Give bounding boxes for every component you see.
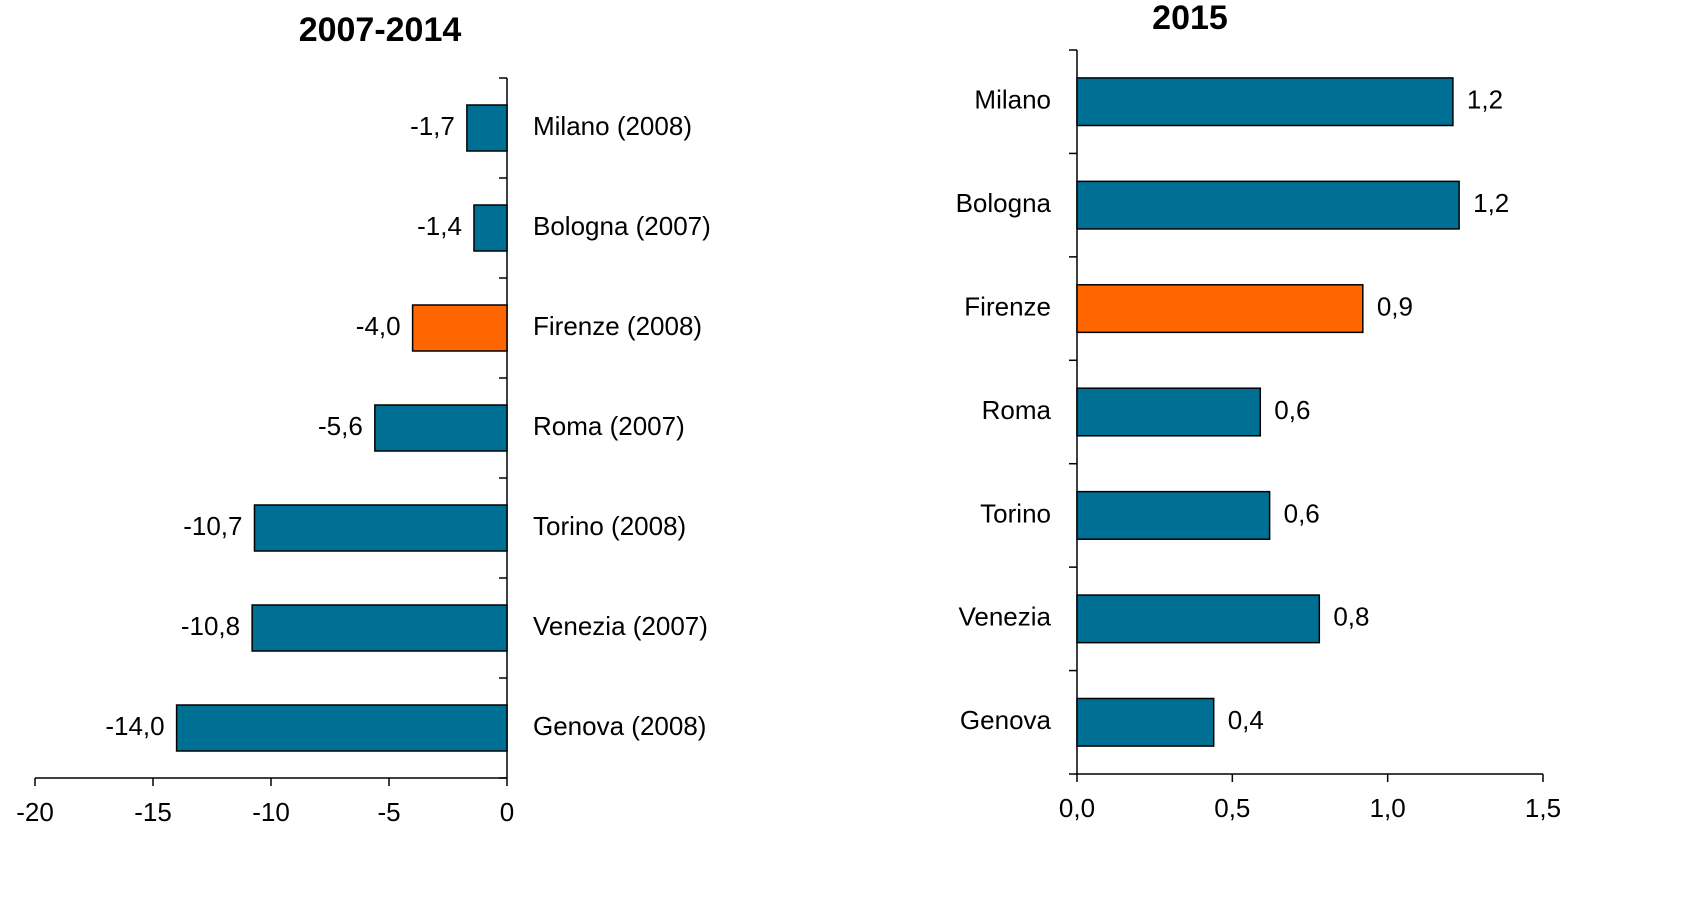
category-label: Venezia xyxy=(958,602,1051,632)
x-tick-label: 0,5 xyxy=(1214,793,1250,823)
value-label: -5,6 xyxy=(318,411,363,441)
bar xyxy=(1076,284,1364,334)
x-tick-label: 0 xyxy=(500,797,514,827)
x-tick-label: -5 xyxy=(377,797,400,827)
category-label: Bologna xyxy=(956,188,1052,218)
value-label: -1,4 xyxy=(417,211,462,241)
x-tick-label: -15 xyxy=(134,797,172,827)
category-label: Roma xyxy=(982,395,1052,425)
value-label: -14,0 xyxy=(105,711,164,741)
category-label: Torino (2008) xyxy=(533,511,686,541)
chart-title: 2015 xyxy=(1152,0,1228,37)
bar xyxy=(1076,77,1454,127)
value-label: 0,9 xyxy=(1377,291,1413,321)
value-label: 0,4 xyxy=(1228,705,1264,735)
value-label: -10,7 xyxy=(183,511,242,541)
value-label: -1,7 xyxy=(410,111,455,141)
x-tick-label: 0,0 xyxy=(1059,793,1095,823)
category-label: Genova xyxy=(960,705,1052,735)
category-label: Milano xyxy=(974,85,1051,115)
bar xyxy=(251,604,508,652)
x-tick-label: -20 xyxy=(16,797,54,827)
value-label: -4,0 xyxy=(356,311,401,341)
value-label: -10,8 xyxy=(181,611,240,641)
bar xyxy=(1076,180,1460,230)
value-label: 1,2 xyxy=(1467,85,1503,115)
category-label: Genova (2008) xyxy=(533,711,706,741)
category-label: Bologna (2007) xyxy=(533,211,711,241)
value-label: 0,6 xyxy=(1284,498,1320,528)
value-label: 0,6 xyxy=(1274,395,1310,425)
category-label: Torino xyxy=(980,498,1051,528)
bar xyxy=(473,204,508,252)
category-label: Milano (2008) xyxy=(533,111,692,141)
x-tick-label: -10 xyxy=(252,797,290,827)
bar xyxy=(175,704,508,752)
category-label: Firenze (2008) xyxy=(533,311,702,341)
x-tick-label: 1,5 xyxy=(1525,793,1561,823)
bar xyxy=(1076,594,1321,644)
chart-title: 2007-2014 xyxy=(299,11,462,49)
category-label: Venezia (2007) xyxy=(533,611,708,641)
bar xyxy=(1076,387,1262,437)
bar xyxy=(1076,697,1215,747)
bar xyxy=(253,504,508,552)
bar xyxy=(1076,490,1271,540)
bar xyxy=(374,404,508,452)
bar xyxy=(411,304,508,352)
x-tick-label: 1,0 xyxy=(1370,793,1406,823)
value-label: 0,8 xyxy=(1333,602,1369,632)
category-label: Firenze xyxy=(964,291,1051,321)
value-label: 1,2 xyxy=(1473,188,1509,218)
bar xyxy=(466,104,508,152)
category-label: Roma (2007) xyxy=(533,411,685,441)
